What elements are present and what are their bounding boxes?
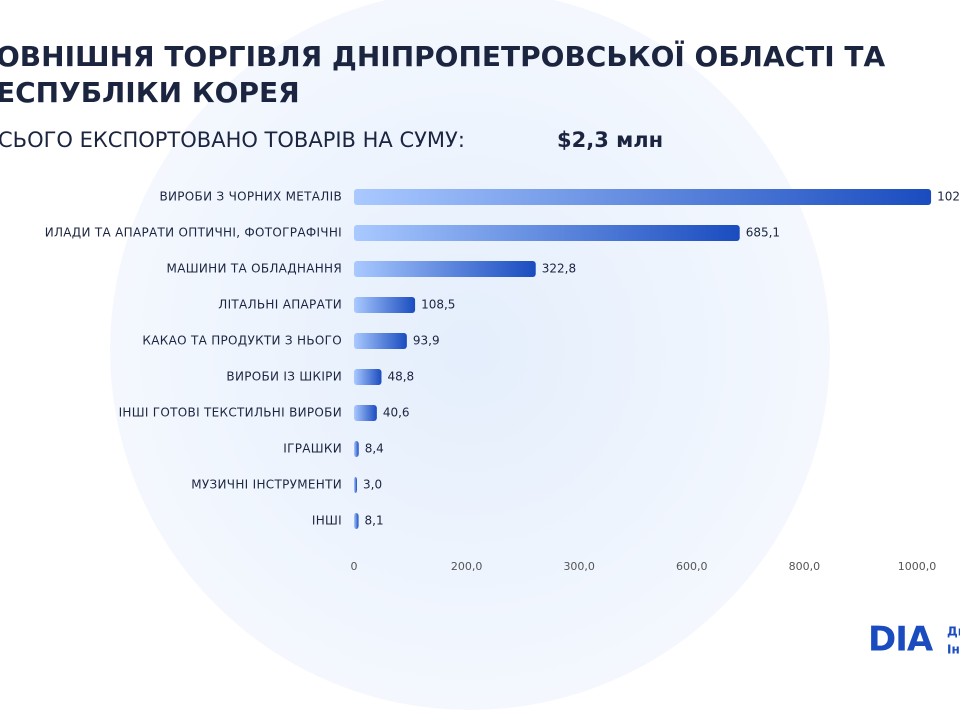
category-label: ИЛАДИ ТА АПАРАТИ ОПТИЧНІ, ФОТОГРАФІЧНІ — [45, 226, 342, 240]
category-label: ІНШІ ГОТОВІ ТЕКСТИЛЬНІ ВИРОБИ — [119, 406, 342, 420]
value-label: 1025 — [937, 190, 960, 204]
chart-title: ОВНІШНЯ ТОРГІВЛЯ ДНІПРОПЕТРОВСЬКОЇ ОБЛАС… — [0, 39, 886, 73]
logo-mark: DIA — [868, 620, 934, 660]
bar — [354, 225, 740, 241]
logo-text: Дн — [947, 625, 960, 639]
category-label: ЛІТАЛЬНІ АПАРАТИ — [218, 298, 342, 312]
logo-text: Ін — [947, 643, 960, 657]
value-label: 3,0 — [363, 478, 382, 492]
x-tick-label: 200,0 — [451, 560, 483, 573]
total: $2,3 млн — [557, 128, 663, 152]
bar — [354, 513, 359, 529]
x-tick-label: 0 — [351, 560, 358, 573]
value-label: 322,8 — [542, 262, 576, 276]
category-label: ВИРОБИ ІЗ ШКІРИ — [226, 370, 342, 384]
logo: DIA Дн Ін — [868, 620, 960, 660]
value-label: 8,4 — [365, 442, 384, 456]
background-circle — [110, 0, 830, 710]
value-label: 108,5 — [421, 298, 455, 312]
value-label: 40,6 — [383, 406, 410, 420]
bar — [354, 477, 357, 493]
chart-title: ЕСПУБЛІКИ КОРЕЯ — [0, 76, 300, 109]
category-label: КАКАО ТА ПРОДУКТИ З НЬОГО — [142, 334, 342, 348]
value-label: 685,1 — [746, 226, 780, 240]
x-tick-label: 1000,0 — [898, 560, 937, 573]
x-tick-label: 800,0 — [789, 560, 821, 573]
bar — [354, 333, 407, 349]
bar — [354, 297, 416, 313]
bar — [354, 405, 377, 421]
bar — [354, 261, 536, 277]
x-tick-label: 600,0 — [676, 560, 708, 573]
bar — [354, 189, 932, 205]
category-label: ВИРОБИ З ЧОРНИХ МЕТАЛІВ — [159, 190, 342, 204]
category-label: ІГРАШКИ — [283, 442, 342, 456]
category-label: ІНШІ — [312, 514, 342, 528]
value-label: 8,1 — [365, 514, 384, 528]
category-label: МУЗИЧНІ ІНСТРУМЕНТИ — [191, 478, 342, 492]
subtitle: СЬОГО ЕКСПОРТОВАНО ТОВАРІВ НА СУМУ: — [0, 128, 465, 152]
value-label: 93,9 — [413, 334, 440, 348]
value-label: 48,8 — [387, 370, 414, 384]
x-tick-label: 300,0 — [563, 560, 595, 573]
category-label: МАШИНИ ТА ОБЛАДНАННЯ — [167, 262, 342, 276]
bar — [354, 441, 359, 457]
bar — [354, 369, 382, 385]
